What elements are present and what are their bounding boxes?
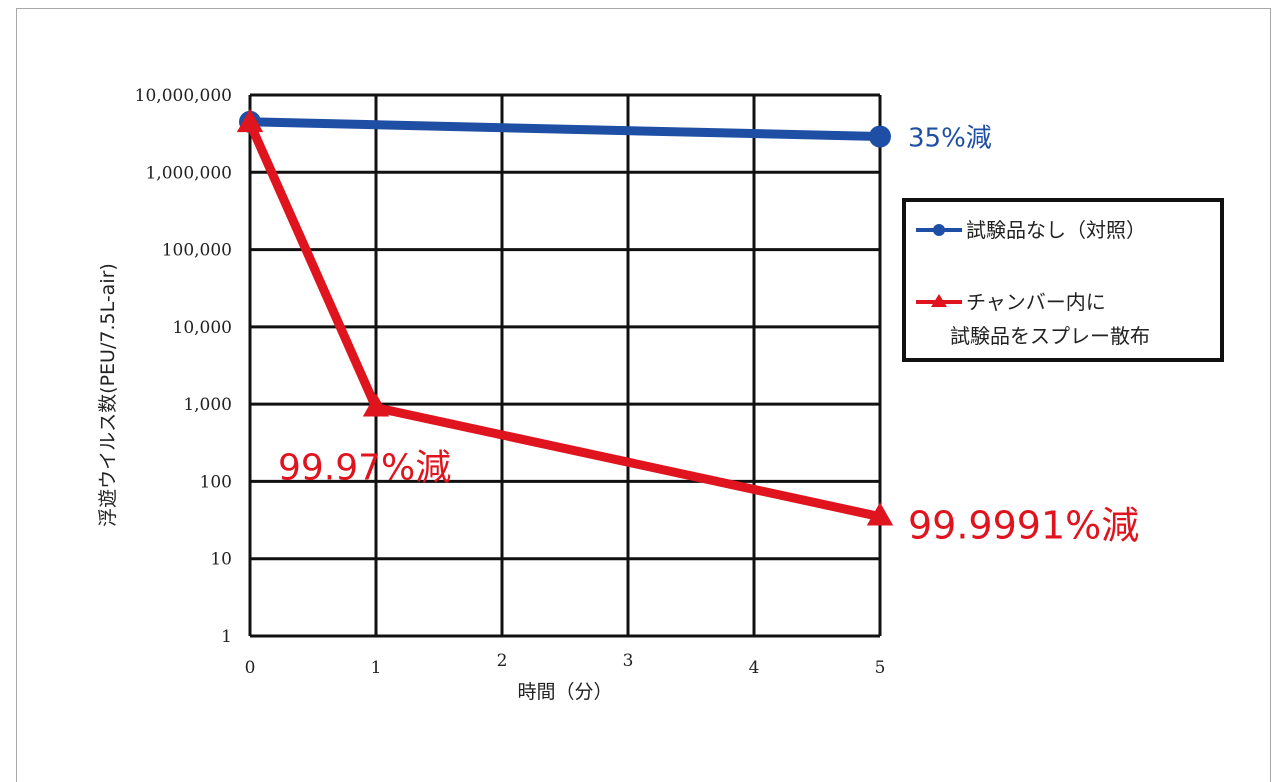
- data-point-marker: [236, 109, 264, 133]
- y-tick-label: 1,000: [183, 395, 232, 415]
- y-tick-label: 10: [210, 550, 232, 570]
- y-tick-label: 1: [221, 627, 232, 647]
- legend-label: 試験品なし（対照）: [966, 218, 1146, 242]
- y-tick-label: 100: [200, 472, 232, 492]
- annotation-label: 35%減: [908, 124, 992, 154]
- x-tick-label: 4: [749, 658, 760, 678]
- series-line-0: [245, 117, 885, 142]
- data-point-marker: [869, 125, 891, 148]
- x-axis-label: 時間（分）: [517, 681, 612, 703]
- legend-label: 試験品をスプレー散布: [950, 324, 1150, 348]
- x-tick-label: 2: [497, 651, 508, 671]
- legend-label: チャンバー内に: [966, 290, 1106, 314]
- annotation-label: 99.97%減: [278, 448, 451, 489]
- x-tick-label: 0: [245, 658, 256, 678]
- x-tick-label: 5: [875, 658, 886, 678]
- y-tick-label: 10,000,000: [135, 86, 232, 106]
- y-axis-label: 浮遊ウイルス数(PEU/7.5L-air): [97, 263, 119, 527]
- data-point-marker: [362, 393, 390, 417]
- legend-marker: [933, 224, 945, 236]
- legend-box: [902, 198, 1224, 362]
- x-tick-label: 3: [623, 651, 634, 671]
- image-frame: [16, 8, 1271, 782]
- plot-area: [250, 95, 880, 636]
- y-tick-label: 10,000: [173, 318, 232, 338]
- y-tick-label: 100,000: [162, 241, 232, 261]
- x-tick-label: 1: [371, 658, 382, 678]
- legend-marker: [931, 294, 947, 307]
- data-point-marker: [866, 502, 894, 526]
- y-tick-label: 1,000,000: [145, 163, 232, 183]
- annotation-label: 99.9991%減: [908, 504, 1139, 548]
